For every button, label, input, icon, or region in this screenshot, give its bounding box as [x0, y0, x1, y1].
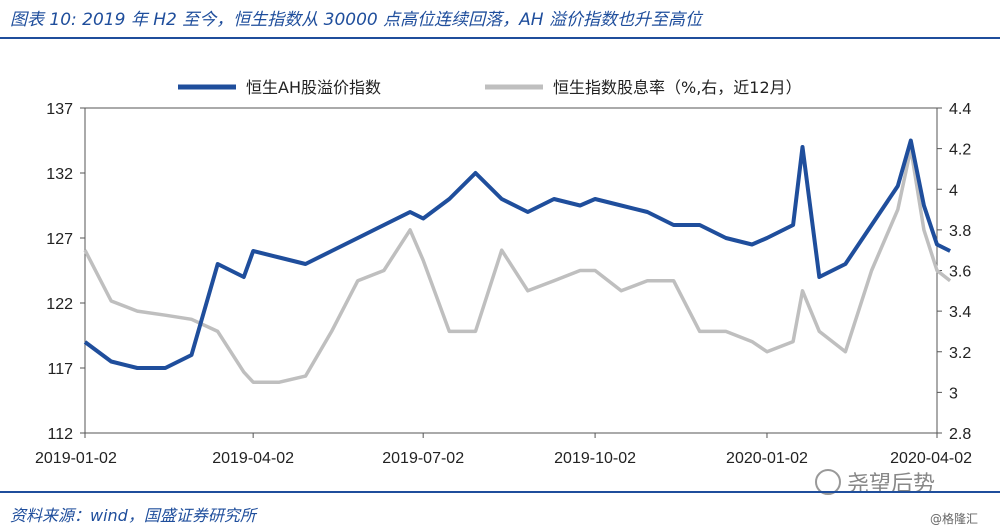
y-left-tick-label: 137 — [46, 101, 73, 118]
watermark: 尧望后势 — [815, 466, 935, 498]
y-left-tick-label: 117 — [47, 361, 73, 378]
source-note: 资料来源：wind，国盛证券研究所 — [10, 502, 256, 526]
y-right-tick-label: 4.2 — [949, 142, 971, 159]
series-dividend-yield-line — [85, 149, 950, 383]
y-axis-right-ticks: 2.8 3 3.2 3.4 3.6 3.8 4 4.2 4.4 — [937, 101, 971, 443]
plot-area — [85, 108, 937, 433]
x-tick-label: 2019-01-02 — [35, 450, 117, 467]
credit-text: @格隆汇 — [930, 510, 978, 527]
y-right-tick-label: 3.2 — [949, 345, 971, 362]
y-axis-left-ticks: 112 117 122 127 132 137 — [46, 101, 85, 443]
x-axis-ticks: 2019-01-02 2019-04-02 2019-07-02 2019-10-02… — [35, 433, 972, 467]
y-right-tick-label: 3.6 — [949, 264, 971, 281]
series-layer — [85, 141, 950, 383]
y-right-tick-label: 3.4 — [949, 304, 971, 321]
y-right-tick-label: 4.4 — [949, 101, 971, 118]
footer-divider — [0, 491, 1000, 493]
y-right-tick-label: 3 — [949, 385, 958, 402]
x-tick-label: 2020-01-02 — [726, 450, 808, 467]
x-tick-label: 2019-10-02 — [554, 450, 636, 467]
y-left-tick-label: 132 — [46, 166, 73, 183]
y-left-tick-label: 127 — [46, 231, 73, 248]
y-right-tick-label: 3.8 — [949, 223, 971, 240]
x-tick-label: 2020-04-02 — [890, 450, 972, 467]
x-tick-label: 2019-04-02 — [212, 450, 294, 467]
y-right-tick-label: 2.8 — [949, 426, 971, 443]
y-left-tick-label: 112 — [47, 426, 73, 443]
legend-label: 恒生指数股息率（%,右，近12月） — [553, 78, 802, 97]
legend-label: 恒生AH股溢价指数 — [246, 78, 381, 97]
legend: 恒生AH股溢价指数 恒生指数股息率（%,右，近12月） — [178, 78, 802, 97]
y-left-tick-label: 122 — [46, 296, 73, 313]
x-tick-label: 2019-07-02 — [382, 450, 464, 467]
y-right-tick-label: 4 — [949, 182, 958, 199]
watermark-text: 尧望后势 — [847, 472, 935, 497]
